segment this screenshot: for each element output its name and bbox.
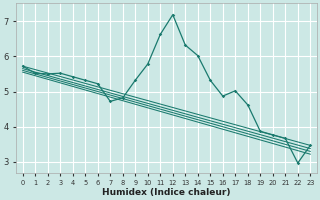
X-axis label: Humidex (Indice chaleur): Humidex (Indice chaleur) [102,188,231,197]
